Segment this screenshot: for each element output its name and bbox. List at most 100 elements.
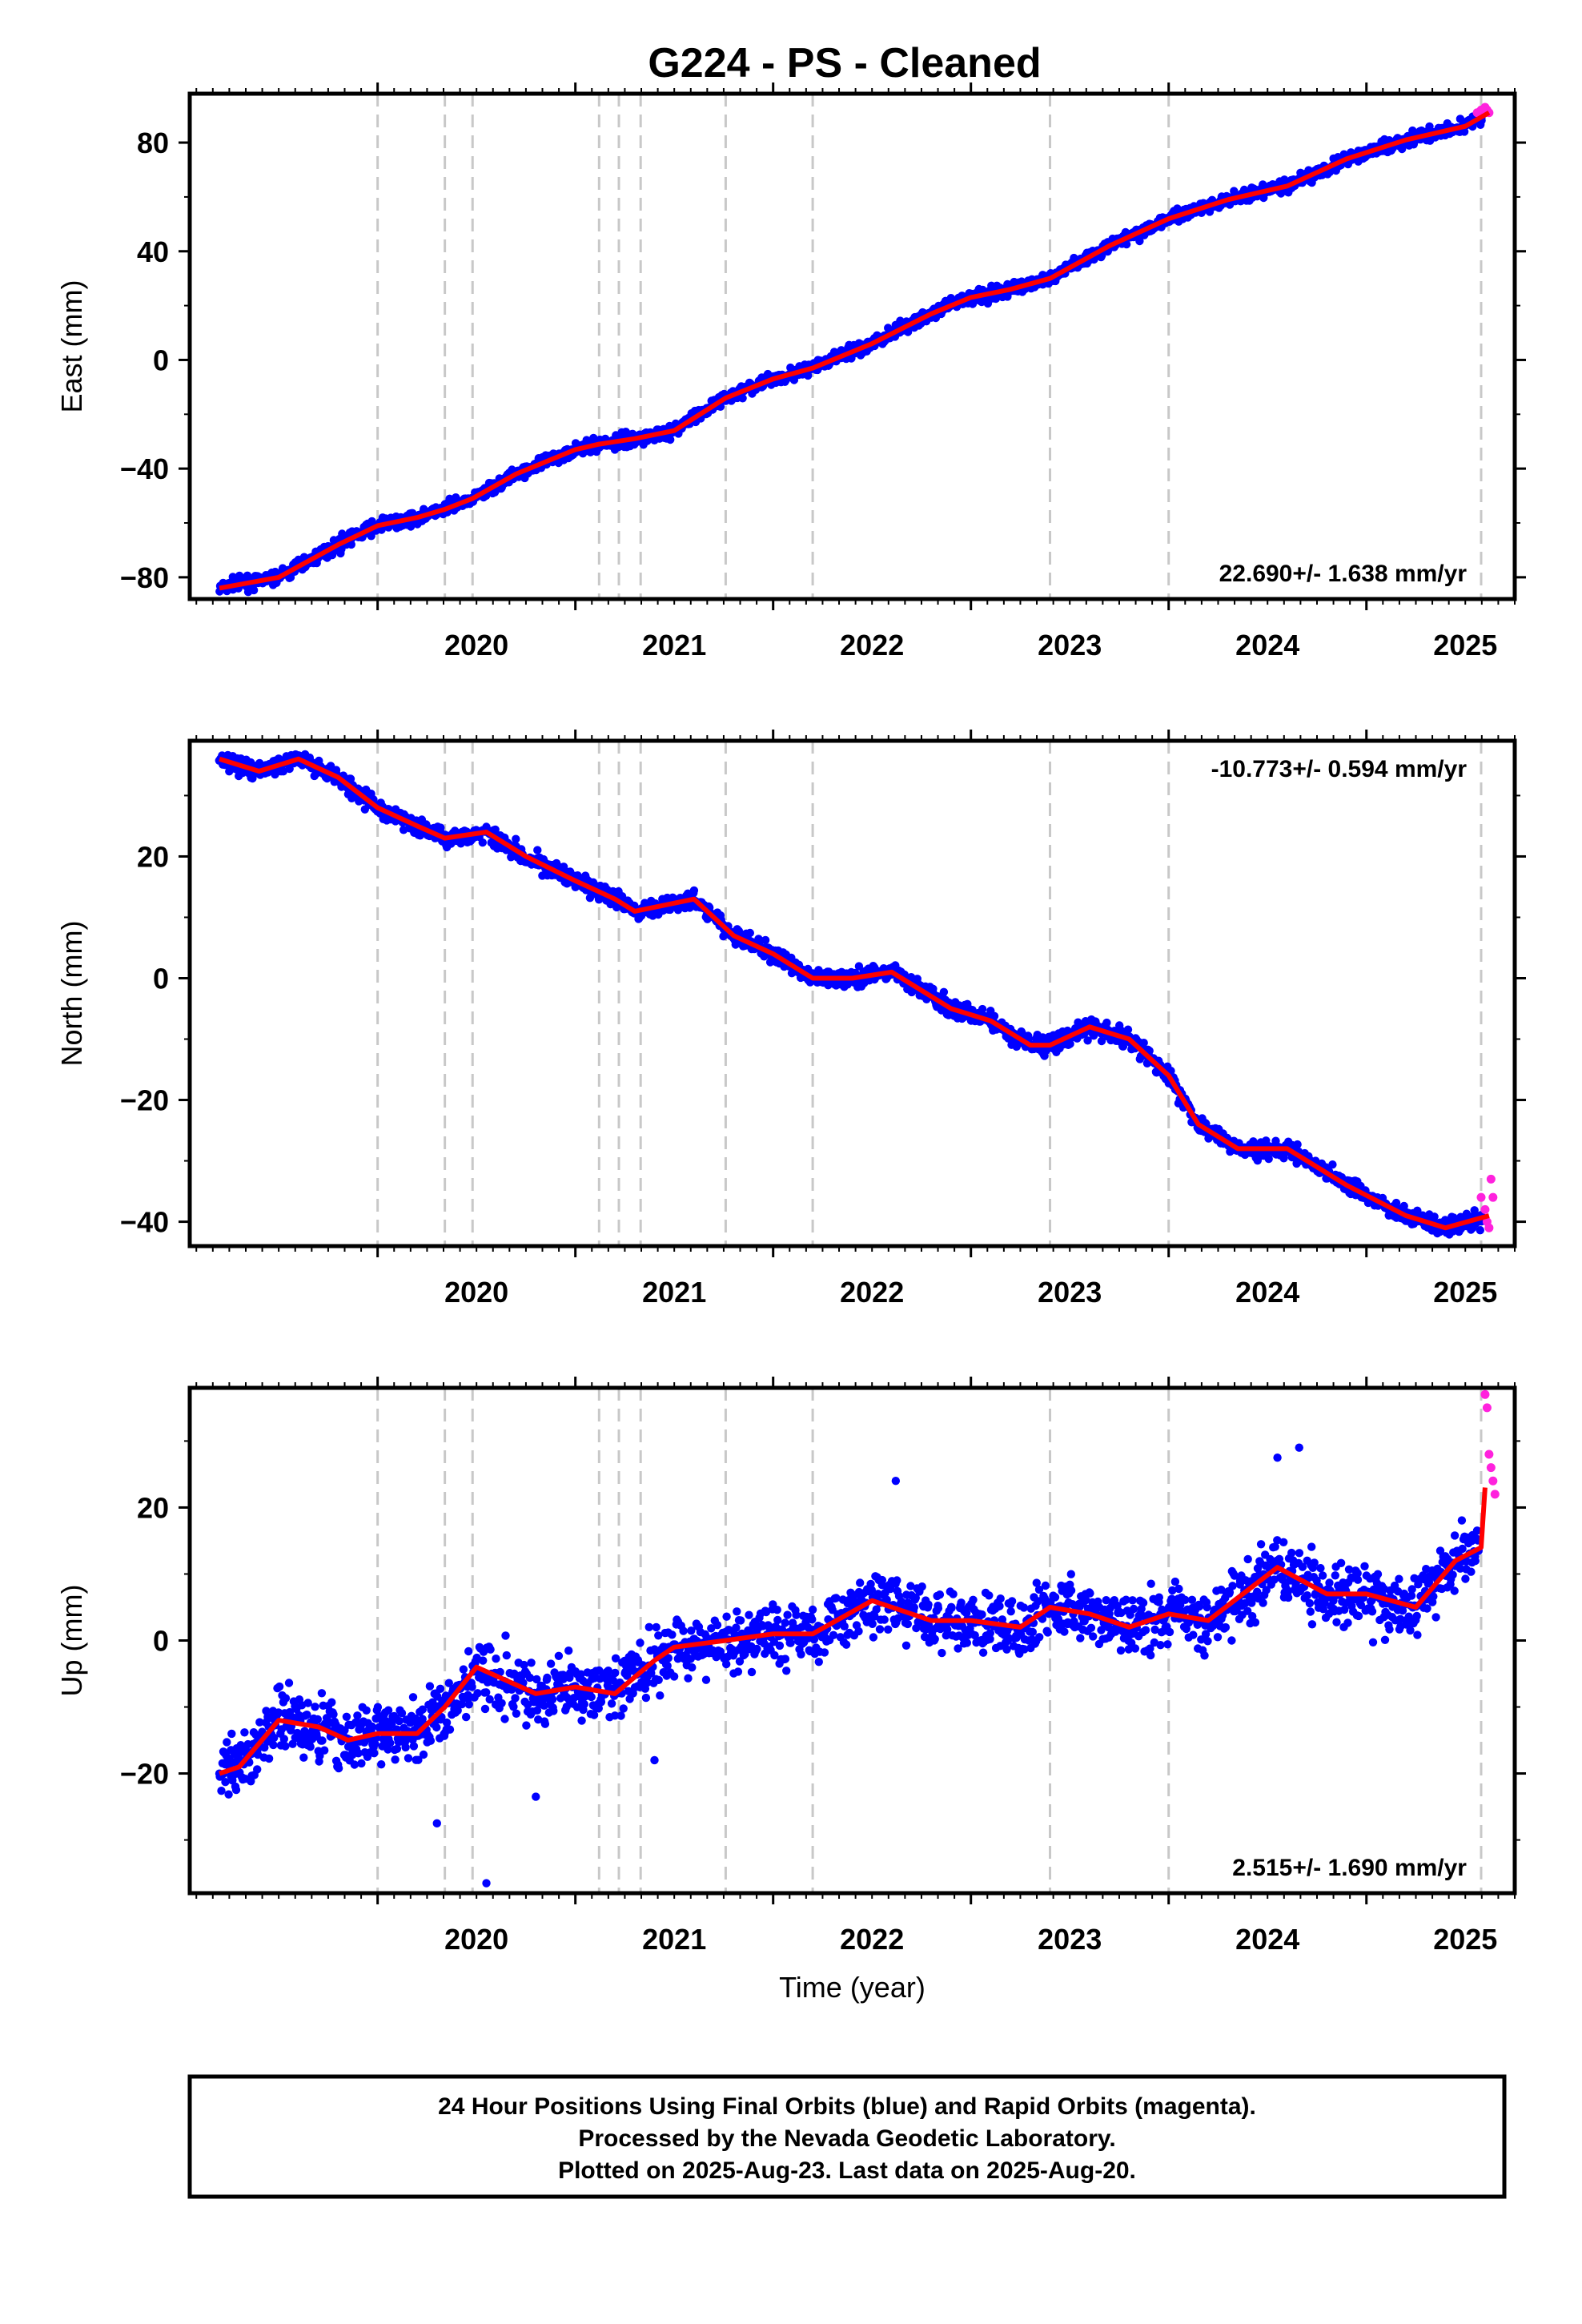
data-point [1135,236,1144,246]
data-point [353,1711,362,1720]
data-point [315,1751,324,1760]
data-point [616,1711,625,1720]
data-point [707,1624,716,1633]
rapid-point [1486,1174,1496,1184]
x-tick-label: 2024 [1235,629,1299,661]
x-tick-label: 2025 [1433,629,1497,661]
data-point [288,1739,297,1748]
data-point [224,1790,233,1799]
data-point [687,1626,696,1635]
rapid-points [1476,1174,1498,1232]
data-point [468,1683,476,1691]
data-point [1139,1039,1148,1047]
x-tick-label: 2024 [1235,1276,1299,1309]
rapid-point [1476,1192,1486,1202]
data-point [1066,1039,1074,1048]
data-point [1456,115,1465,123]
x-tick-label: 2020 [444,629,508,661]
data-point [782,1667,791,1675]
data-point [492,1655,500,1663]
data-point [546,1659,556,1668]
data-point [1102,1018,1111,1027]
data-point [587,1692,596,1702]
data-point [313,1715,322,1724]
data-point [1097,1036,1106,1046]
data-point [311,1703,319,1711]
data-point [522,1721,531,1730]
data-point [367,1722,376,1731]
y-axis-label: East (mm) [55,280,88,413]
data-point [525,1673,534,1683]
x-tick-label: 2022 [840,1276,904,1309]
y-tick-label: 0 [153,962,169,995]
data-point [735,1657,745,1666]
data-point [501,1631,510,1640]
data-point [745,928,754,938]
data-point [656,1691,665,1700]
x-tick-label: 2021 [642,629,706,661]
data-point [1293,1140,1302,1149]
data-point [502,1651,511,1660]
plot-area [215,1388,1500,1893]
data-point [532,1706,542,1715]
data-point [540,1719,550,1728]
data-point [383,1706,393,1715]
data-point [1123,1025,1133,1034]
data-point [1328,1160,1337,1169]
x-tick-label: 2023 [1038,1276,1102,1309]
data-point [464,1647,473,1656]
data-point [644,1622,653,1632]
data-point [733,1607,741,1616]
data-point [713,1621,722,1630]
data-point [462,1712,471,1722]
data-point [1083,1036,1092,1045]
data-point [773,1615,782,1625]
data-point [594,1704,603,1713]
data-point [275,1682,284,1691]
data-point [281,1742,290,1751]
data-point [722,1612,731,1621]
data-point [596,1698,606,1707]
data-point [548,1695,557,1704]
y-tick-label: −20 [120,1084,169,1117]
data-point [346,774,355,783]
data-point [688,1663,697,1672]
data-point [576,1670,585,1679]
x-tick-label: 2020 [444,1276,508,1309]
data-point [589,1711,599,1719]
data-point [554,1651,564,1660]
data-point [264,1754,274,1763]
data-point [1264,1154,1273,1164]
model-line [219,756,1490,1231]
y-tick-label: 20 [137,840,169,873]
data-point [251,1730,260,1739]
data-point [373,1703,383,1711]
data-point [761,1607,771,1617]
data-point [480,1704,490,1714]
data-point [549,1707,558,1715]
data-point [377,1760,386,1769]
data-point [617,892,627,901]
data-point [652,1622,661,1632]
data-point [240,1728,249,1737]
data-point [611,1654,620,1663]
plot-frame [187,738,1517,1248]
data-point [990,1011,999,1021]
data-point [641,1693,651,1703]
data-point [249,585,259,595]
data-point [428,1698,437,1707]
data-point [444,1679,453,1687]
data-point [636,1638,644,1647]
data-point [401,1743,410,1752]
data-point [445,1725,455,1734]
data-point [689,886,699,895]
data-point [738,394,747,403]
data-point [773,1606,781,1614]
data-point [736,1616,745,1625]
data-point [564,1647,573,1655]
data-point [610,1711,620,1720]
data-point [255,1718,264,1727]
